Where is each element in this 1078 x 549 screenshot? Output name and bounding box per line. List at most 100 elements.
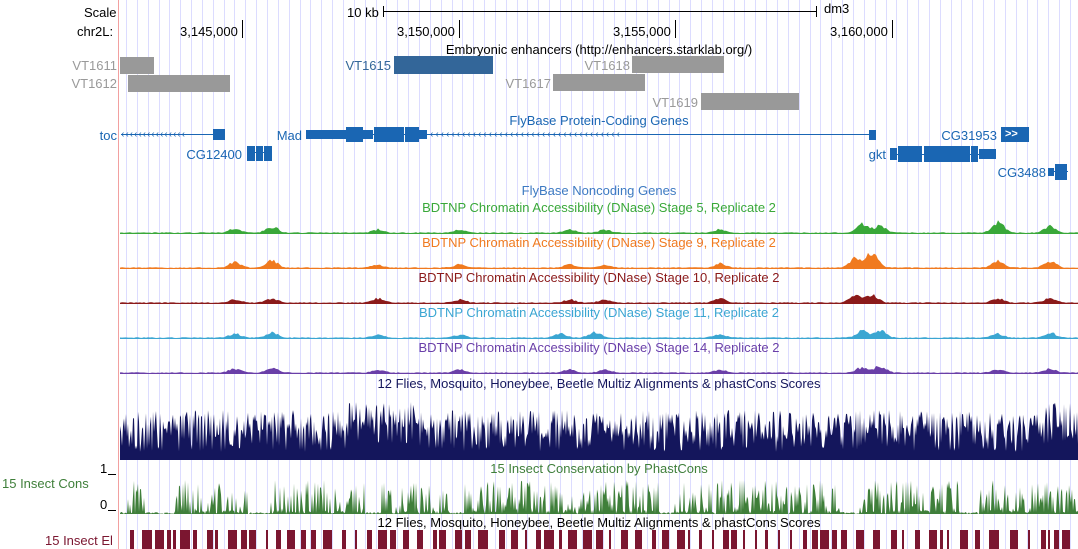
insect-el-side-label[interactable]: 15 Insect El [45, 533, 113, 548]
gene-label-toc[interactable]: toc [99, 128, 117, 143]
dnase-stage14-wiggle[interactable] [120, 353, 1078, 374]
conserved-element[interactable] [130, 530, 134, 549]
conserved-element[interactable] [207, 530, 213, 549]
enhancer-feature[interactable] [701, 93, 799, 110]
conserved-element[interactable] [1041, 530, 1046, 549]
conserved-element[interactable] [940, 530, 943, 549]
conserved-element[interactable] [652, 530, 656, 549]
conserved-element[interactable] [193, 530, 197, 549]
enhancer-label-highlighted[interactable]: VT1615 [345, 58, 391, 73]
conserved-element[interactable] [536, 530, 541, 549]
conserved-element[interactable] [499, 530, 505, 549]
conserved-element[interactable] [403, 530, 409, 549]
conserved-element[interactable] [173, 530, 176, 549]
conserved-element[interactable] [311, 530, 316, 549]
gene-exon-gkt[interactable] [890, 148, 897, 160]
conserved-element[interactable] [712, 530, 714, 549]
gene-label-cg12400[interactable]: CG12400 [186, 147, 242, 162]
insect-cons-graph[interactable] [120, 474, 1078, 514]
insect-el-elements[interactable] [120, 530, 1078, 549]
conserved-element[interactable] [902, 530, 904, 549]
multiz-conservation-graph[interactable] [120, 390, 1078, 460]
conserved-element[interactable] [609, 530, 611, 549]
conserved-element[interactable] [215, 530, 218, 549]
conserved-element[interactable] [743, 530, 745, 549]
conserved-element[interactable] [688, 530, 690, 549]
conserved-element[interactable] [367, 530, 372, 549]
gene-label-mad[interactable]: Mad [276, 128, 302, 143]
conserved-element[interactable] [915, 530, 920, 549]
conserved-element[interactable] [249, 530, 256, 549]
conserved-element[interactable] [765, 530, 768, 549]
conserved-element[interactable] [355, 530, 357, 549]
conserved-element[interactable] [731, 530, 737, 549]
conserved-element[interactable] [856, 530, 864, 549]
gene-intron-mad[interactable] [306, 134, 876, 135]
conserved-element[interactable] [342, 530, 346, 549]
conserved-element[interactable] [929, 530, 937, 549]
enhancer-label[interactable]: VT1618 [584, 58, 630, 73]
conserved-element[interactable] [723, 530, 729, 549]
gene-exon-mad[interactable] [869, 130, 876, 140]
conserved-element[interactable] [301, 530, 306, 549]
conserved-element[interactable] [323, 530, 332, 549]
conserved-element[interactable] [755, 530, 757, 549]
conserved-element[interactable] [390, 530, 396, 549]
gene-label-gkt[interactable]: gkt [868, 147, 886, 162]
conserved-element[interactable] [180, 530, 190, 549]
conserved-element[interactable] [975, 530, 980, 549]
conserved-element[interactable] [241, 530, 247, 549]
gene-exon-cg3488[interactable] [1055, 164, 1067, 180]
gene-exon-gkt[interactable] [898, 146, 922, 162]
conserved-element[interactable] [662, 530, 669, 549]
conserved-element[interactable] [1062, 530, 1070, 549]
gene-exon-cg12400[interactable] [256, 146, 263, 161]
conserved-element[interactable] [778, 530, 780, 549]
conserved-element[interactable] [378, 530, 387, 549]
gene-exon-cg12400[interactable] [247, 146, 255, 161]
gene-exon-gkt[interactable] [971, 146, 978, 162]
gene-exon-gkt[interactable] [924, 146, 970, 162]
gene-exon-cg12400[interactable] [264, 146, 272, 161]
conserved-element[interactable] [455, 530, 462, 549]
gene-exon-mad[interactable] [346, 127, 363, 142]
gene-intron-toc[interactable] [121, 134, 215, 135]
conserved-element[interactable] [891, 530, 897, 549]
conserved-element[interactable] [568, 530, 577, 549]
enhancer-label[interactable]: VT1611 [72, 58, 117, 73]
enhancer-feature[interactable] [632, 56, 724, 73]
dnase-stage5-wiggle[interactable] [120, 213, 1078, 234]
gene-exon-toc[interactable] [213, 129, 225, 140]
conserved-element[interactable] [635, 530, 642, 549]
conserved-element[interactable] [465, 530, 471, 549]
conserved-element[interactable] [1054, 530, 1059, 549]
dnase-stage9-wiggle[interactable] [120, 248, 1078, 269]
conserved-element[interactable] [228, 530, 237, 549]
enhancer-feature[interactable] [120, 57, 154, 74]
enhancer-label[interactable]: VT1612 [71, 76, 117, 91]
conserved-element[interactable] [155, 530, 164, 549]
conserved-element[interactable] [803, 530, 807, 549]
conserved-element[interactable] [266, 530, 268, 549]
conserved-element[interactable] [559, 530, 562, 549]
gene-utr-cg3488[interactable] [1048, 168, 1054, 176]
conserved-element[interactable] [433, 530, 437, 549]
insect-cons-side-label[interactable]: 15 Insect Cons [2, 476, 89, 491]
conserved-element[interactable] [832, 530, 837, 549]
conserved-element[interactable] [525, 530, 527, 549]
conserved-element[interactable] [417, 530, 423, 549]
conserved-element[interactable] [677, 530, 685, 549]
conserved-element[interactable] [142, 530, 152, 549]
gene-utr-mad[interactable] [363, 130, 373, 139]
conserved-element[interactable] [478, 530, 488, 549]
conserved-element[interactable] [1048, 530, 1050, 549]
dnase-stage11-wiggle[interactable] [120, 318, 1078, 339]
conserved-element[interactable] [583, 530, 592, 549]
conserved-element[interactable] [596, 530, 603, 549]
gene-label-cg3488[interactable]: CG3488 [997, 165, 1046, 180]
enhancer-label[interactable]: VT1617 [505, 76, 551, 91]
enhancer-label[interactable]: VT1619 [652, 95, 698, 110]
dnase-stage10-wiggle[interactable] [120, 283, 1078, 304]
gene-exon-mad[interactable] [405, 127, 419, 142]
conserved-element[interactable] [873, 530, 880, 549]
